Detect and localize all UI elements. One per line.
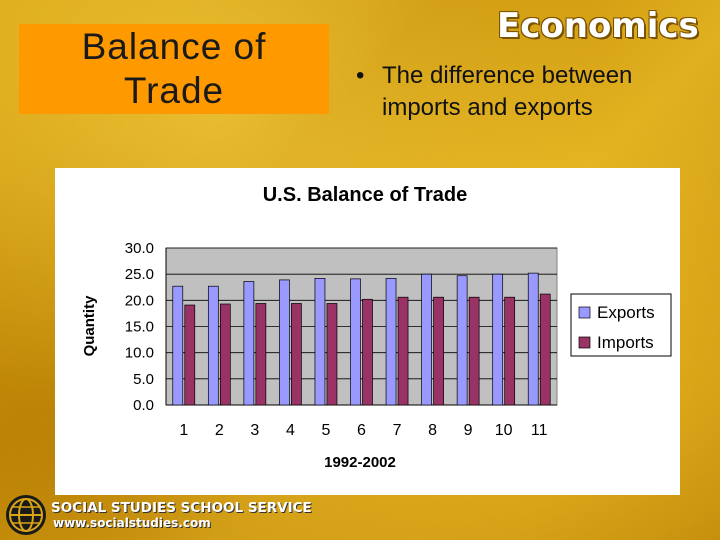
x-tick-label: 10 [495,422,513,439]
bar-imports [326,303,338,406]
x-tick-label: 1 [179,422,188,439]
bar-exports [172,285,184,406]
x-tick-label: 2 [215,422,224,439]
legend-swatch [578,306,591,319]
x-tick-label: 8 [428,422,437,439]
bullet-marker: • [356,62,365,89]
x-tick-label: 5 [322,422,331,439]
bar-exports [279,279,290,406]
x-tick-label: 9 [464,422,473,439]
y-tick-label: 15.0 [125,319,154,336]
bar-imports [504,296,516,406]
bar-imports [433,296,444,406]
bullet-point: • The difference between imports and exp… [356,60,698,124]
bar-exports [527,272,539,406]
bar-exports [421,273,432,406]
bar-imports [397,296,409,406]
y-tick-label: 10.0 [125,345,154,362]
legend-label: Exports [597,303,655,322]
slide-title-line-1: Balance of [81,26,267,67]
bar-imports [362,298,373,406]
x-axis-label: 1992-2002 [324,454,396,471]
balance-of-trade-chart: U.S. Balance of Trade 0.0 5.0 10.0 15.0 20.0 2… [55,168,680,495]
chart-canvas: U.S. Balance of Trade 0.0 5.0 10.0 15.0 20.0 2… [81,184,672,471]
y-tick-label: 0.0 [133,397,154,414]
chart-title: U.S. Balance of Trade [263,184,468,206]
bar-exports [492,273,504,406]
bar-exports [385,278,397,406]
bar-imports [219,303,231,406]
bar-exports [456,275,468,406]
bar-exports [243,281,255,406]
bar-imports [468,296,480,406]
globe-logo-icon [6,495,46,535]
x-tick-label: 4 [286,422,295,439]
footer-org-name: SOCIAL STUDIES SCHOOL SERVICE [51,500,312,516]
x-tick-label: 3 [250,422,259,439]
bar-imports [184,304,196,406]
x-tick-label: 11 [531,422,548,439]
bar-imports [539,293,551,406]
bar-exports [314,278,326,406]
y-tick-label: 25.0 [125,266,154,283]
bar-exports [207,285,219,406]
y-tick-label: 30.0 [125,240,154,257]
bar-imports [291,303,302,406]
bullet-text: The difference between imports and expor… [382,62,633,121]
legend-label: Imports [597,333,654,352]
y-tick-label: 5.0 [133,371,154,388]
x-tick-label: 6 [357,422,366,439]
economics-logo: Economics [497,6,699,46]
bar-imports [255,303,267,406]
legend-swatch [578,336,591,349]
y-axis-label: Quantity [81,295,98,356]
footer-url[interactable]: www.socialstudies.com [53,516,211,530]
slide-title-line-2: Trade [123,70,225,111]
slide-title-box: Balance of Trade [19,24,329,114]
y-tick-label: 20.0 [125,292,154,309]
x-tick-label: 7 [393,422,402,439]
bar-exports [350,278,361,406]
